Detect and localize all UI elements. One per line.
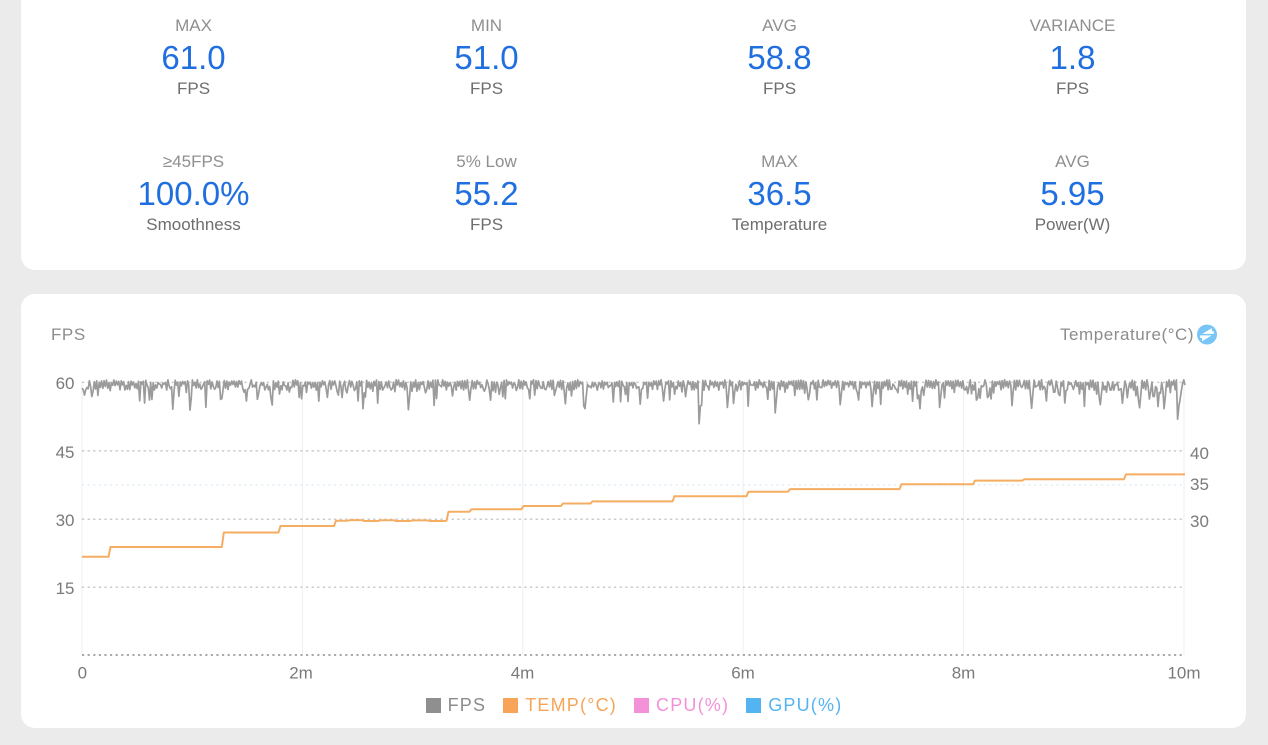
svg-text:10m: 10m: [1167, 664, 1200, 683]
svg-text:60: 60: [56, 374, 75, 393]
svg-text:0: 0: [78, 664, 87, 683]
svg-text:6m: 6m: [731, 664, 755, 683]
svg-text:2m: 2m: [289, 664, 313, 683]
svg-text:40: 40: [1190, 444, 1209, 463]
svg-text:30: 30: [1190, 512, 1209, 531]
svg-text:15: 15: [56, 579, 75, 598]
svg-text:8m: 8m: [952, 664, 976, 683]
svg-text:45: 45: [56, 443, 75, 462]
svg-text:4m: 4m: [511, 664, 535, 683]
svg-text:30: 30: [56, 511, 75, 530]
svg-text:35: 35: [1190, 475, 1209, 494]
